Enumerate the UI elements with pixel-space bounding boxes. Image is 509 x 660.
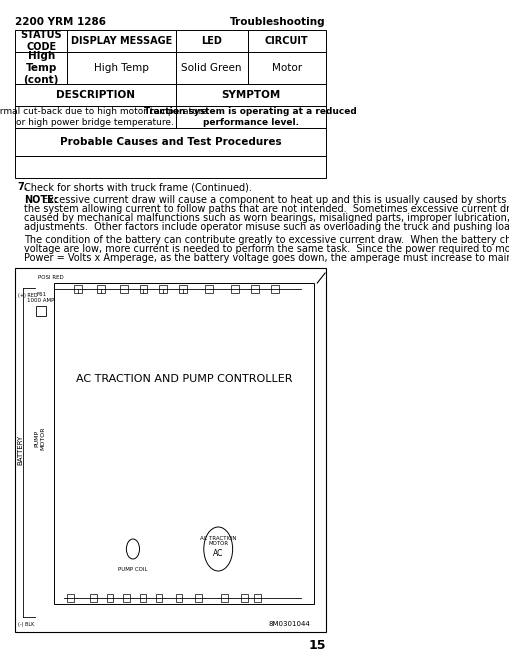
Bar [106, 594, 113, 602]
Bar [221, 594, 228, 602]
Bar [241, 594, 247, 602]
Bar [159, 285, 167, 293]
Text: AC TRACTION
MOTOR: AC TRACTION MOTOR [200, 536, 236, 546]
Text: DESCRIPTION: DESCRIPTION [55, 90, 134, 100]
Bar [175, 30, 247, 52]
Text: High
Temp
(cont): High Temp (cont) [23, 51, 59, 84]
Text: AC: AC [213, 550, 223, 558]
Bar [175, 84, 325, 106]
Text: (+) RED: (+) RED [18, 293, 38, 298]
Text: High Temp: High Temp [94, 63, 149, 73]
Text: Troubleshooting: Troubleshooting [230, 17, 325, 27]
Bar [67, 594, 74, 602]
Bar [254, 594, 260, 602]
Bar [175, 106, 325, 128]
Bar [175, 52, 247, 84]
Bar [15, 30, 67, 52]
Bar [250, 285, 259, 293]
Bar [97, 285, 104, 293]
Text: STATUS
CODE: STATUS CODE [20, 30, 62, 51]
Text: CIRCUIT: CIRCUIT [264, 36, 308, 46]
Text: Power = Volts x Amperage, as the battery voltage goes down, the amperage must in: Power = Volts x Amperage, as the battery… [24, 253, 509, 263]
Text: Motor: Motor [271, 63, 301, 73]
Text: 15: 15 [307, 639, 325, 652]
Text: caused by mechanical malfunctions such as worn bearings, misaligned parts, impro: caused by mechanical malfunctions such a… [24, 213, 509, 223]
Text: the system allowing current to follow paths that are not intended.  Sometimes ex: the system allowing current to follow pa… [24, 204, 509, 214]
Text: Solid Green: Solid Green [181, 63, 241, 73]
Bar [120, 285, 127, 293]
Text: NOTE:: NOTE: [24, 195, 58, 205]
Bar [270, 285, 278, 293]
Text: BATTERY: BATTERY [17, 435, 23, 465]
Text: The condition of the battery can contribute greatly to excessive current draw.  : The condition of the battery can contrib… [24, 235, 509, 245]
Text: (-) BLK: (-) BLK [18, 622, 35, 627]
Bar [205, 285, 213, 293]
Text: AC TRACTION AND PUMP CONTROLLER: AC TRACTION AND PUMP CONTROLLER [76, 374, 292, 384]
Bar [179, 285, 186, 293]
Text: SYMPTOM: SYMPTOM [220, 90, 280, 100]
Bar [15, 268, 325, 632]
Bar [67, 52, 175, 84]
Bar [74, 285, 81, 293]
Bar [36, 306, 46, 316]
Text: LED: LED [201, 36, 221, 46]
Bar [156, 594, 162, 602]
Text: F61
1000 AMP: F61 1000 AMP [27, 292, 55, 303]
Bar [15, 52, 67, 84]
Text: Probable Causes and Test Procedures: Probable Causes and Test Procedures [60, 137, 280, 147]
Text: voltage are low, more current is needed to perform the same task.  Since the pow: voltage are low, more current is needed … [24, 244, 509, 254]
Bar [15, 156, 325, 178]
Bar [123, 594, 129, 602]
Bar [90, 594, 97, 602]
Text: 7.: 7. [17, 182, 27, 192]
Text: adjustments.  Other factors include operator misuse such as overloading the truc: adjustments. Other factors include opera… [24, 222, 509, 232]
Bar [247, 52, 325, 84]
Text: PUMP COIL: PUMP COIL [118, 567, 148, 572]
Bar [54, 283, 314, 604]
Bar [195, 594, 202, 602]
Text: Traction system is operating at a reduced
performance level.: Traction system is operating at a reduce… [144, 108, 356, 127]
Text: Excessive current draw will cause a component to heat up and this is usually cau: Excessive current draw will cause a comp… [39, 195, 509, 205]
Text: PUMP
MOTOR: PUMP MOTOR [35, 427, 45, 450]
Bar [247, 30, 325, 52]
Text: POSI RED: POSI RED [38, 275, 64, 280]
Text: Check for shorts with truck frame (Continued).: Check for shorts with truck frame (Conti… [24, 182, 251, 192]
Bar [231, 285, 239, 293]
Text: DISPLAY MESSAGE: DISPLAY MESSAGE [71, 36, 172, 46]
Bar [175, 594, 182, 602]
Bar [15, 128, 325, 156]
Bar [139, 285, 147, 293]
Bar [139, 594, 146, 602]
Text: 2200 YRM 1286: 2200 YRM 1286 [15, 17, 106, 27]
Bar [15, 84, 175, 106]
Text: 8M0301044: 8M0301044 [268, 621, 310, 627]
Bar [67, 30, 175, 52]
Bar [15, 106, 175, 128]
Text: Thermal cut-back due to high motor temperature
or high power bridge temperature.: Thermal cut-back due to high motor tempe… [0, 108, 207, 127]
